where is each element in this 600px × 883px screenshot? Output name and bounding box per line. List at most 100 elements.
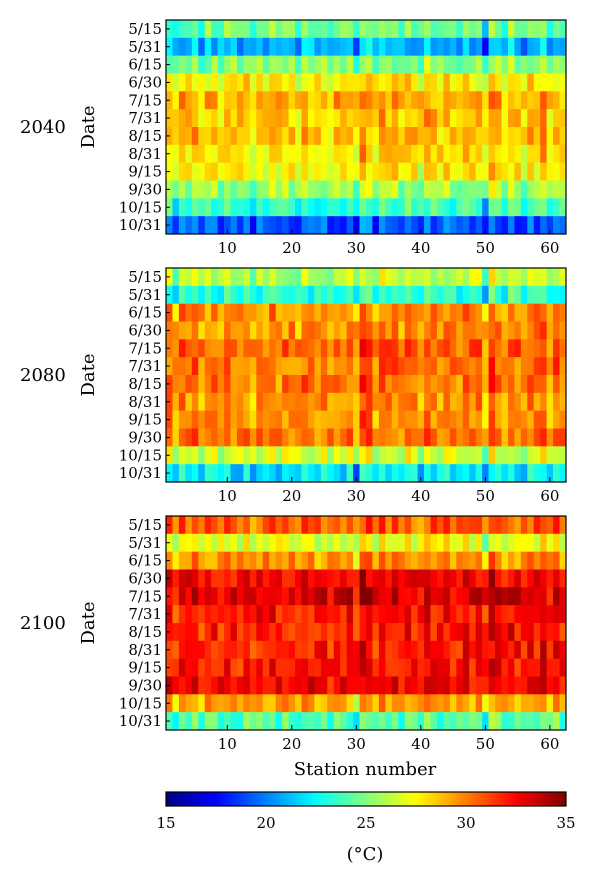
- heatmap-cell: [385, 712, 393, 731]
- heatmap-cell: [275, 658, 283, 677]
- heatmap-cell: [411, 428, 418, 447]
- heatmap-cell: [378, 533, 386, 552]
- heatmap-cell: [469, 712, 476, 731]
- heatmap-cell: [217, 676, 225, 695]
- heatmap-cell: [204, 410, 212, 429]
- heatmap-cell: [430, 587, 438, 606]
- heatmap-cell: [275, 20, 283, 39]
- heatmap-cell: [514, 694, 522, 713]
- heatmap-cell: [495, 268, 502, 287]
- heatmap-cell: [559, 20, 567, 39]
- heatmap-cell: [527, 339, 535, 358]
- heatmap-cell: [191, 285, 199, 304]
- heatmap-cell: [320, 127, 328, 146]
- heatmap-cell: [262, 640, 270, 659]
- heatmap-cell: [327, 357, 335, 376]
- heatmap-cell: [417, 464, 425, 483]
- heatmap-cell: [172, 712, 180, 731]
- heatmap-cell: [178, 712, 186, 731]
- heatmap-cell: [443, 303, 451, 322]
- heatmap-cell: [230, 551, 238, 570]
- heatmap-cell: [546, 127, 554, 146]
- colorbar-segment: [300, 792, 303, 806]
- colorbar-unit-label: (°C): [347, 844, 384, 865]
- heatmap-cell: [191, 73, 199, 92]
- heatmap-cell: [288, 321, 296, 340]
- heatmap-cell: [282, 694, 289, 713]
- heatmap-cell: [482, 446, 489, 465]
- heatmap-cell: [430, 428, 438, 447]
- heatmap-cell: [385, 37, 393, 56]
- heatmap-cell: [462, 375, 470, 394]
- date-tick-label: 9/30: [128, 428, 162, 446]
- heatmap-cell: [527, 73, 535, 92]
- heatmap-cell: [546, 375, 554, 394]
- colorbar-segment: [264, 792, 267, 806]
- colorbar-segment: [260, 792, 263, 806]
- heatmap-cell: [269, 658, 276, 677]
- heatmap-cell: [482, 73, 489, 92]
- heatmap-cell: [398, 73, 406, 92]
- heatmap-cell: [307, 640, 315, 659]
- heatmap-cell: [411, 623, 418, 642]
- heatmap-cell: [256, 73, 264, 92]
- heatmap-cell: [217, 91, 225, 110]
- heatmap-cell: [475, 446, 483, 465]
- colorbar-segment: [352, 792, 355, 806]
- heatmap-cell: [198, 216, 206, 235]
- heatmap-cell: [475, 162, 483, 181]
- heatmap-cell: [527, 533, 535, 552]
- heatmap-cell: [178, 676, 186, 695]
- heatmap-cell: [501, 658, 509, 677]
- heatmap-cell: [282, 623, 289, 642]
- date-tick-label: 8/31: [128, 393, 162, 411]
- heatmap-cell: [482, 410, 489, 429]
- colorbar-segment: [482, 792, 485, 806]
- heatmap-cell: [495, 109, 502, 128]
- heatmap-cell: [546, 658, 554, 677]
- heatmap-cell: [301, 339, 309, 358]
- date-tick-label: 6/30: [128, 321, 162, 339]
- heatmap-cell: [507, 694, 515, 713]
- heatmap-cell: [372, 37, 380, 56]
- heatmap-cell: [236, 569, 244, 588]
- heatmap-cell: [185, 144, 193, 163]
- heatmap-cell: [249, 375, 257, 394]
- heatmap-cell: [327, 37, 335, 56]
- heatmap-cell: [559, 623, 567, 642]
- heatmap-cell: [553, 109, 560, 128]
- heatmap-cell: [249, 658, 257, 677]
- heatmap-cell: [236, 428, 244, 447]
- heatmap-cell: [411, 658, 418, 677]
- heatmap-cell: [372, 321, 380, 340]
- heatmap-cell: [301, 623, 309, 642]
- heatmap-cell: [295, 605, 302, 624]
- heatmap-cell: [553, 410, 560, 429]
- heatmap-cell: [314, 605, 322, 624]
- colorbar-segment: [506, 792, 509, 806]
- colorbar-segment: [218, 792, 221, 806]
- heatmap-cell: [559, 658, 567, 677]
- heatmap-cell: [243, 533, 251, 552]
- heatmap-cell: [546, 109, 554, 128]
- heatmap-cell: [449, 428, 457, 447]
- colorbar-segment: [442, 792, 445, 806]
- heatmap-cell: [191, 109, 199, 128]
- heatmap-cell: [243, 198, 251, 217]
- colorbar-segment: [546, 792, 549, 806]
- heatmap-cell: [236, 676, 244, 695]
- heatmap-cell: [185, 375, 193, 394]
- heatmap-cell: [366, 658, 373, 677]
- x-tick-label: 30: [347, 239, 366, 257]
- heatmap-cell: [404, 375, 412, 394]
- heatmap-cell: [417, 375, 425, 394]
- heatmap-cell: [507, 55, 515, 74]
- colorbar-segment: [208, 792, 211, 806]
- heatmap-cell: [198, 516, 206, 535]
- heatmap-cell: [282, 198, 289, 217]
- heatmap-cell: [443, 464, 451, 483]
- heatmap-cell: [411, 605, 418, 624]
- colorbar-segment: [402, 792, 405, 806]
- heatmap-cell: [359, 587, 367, 606]
- heatmap-cell: [204, 303, 212, 322]
